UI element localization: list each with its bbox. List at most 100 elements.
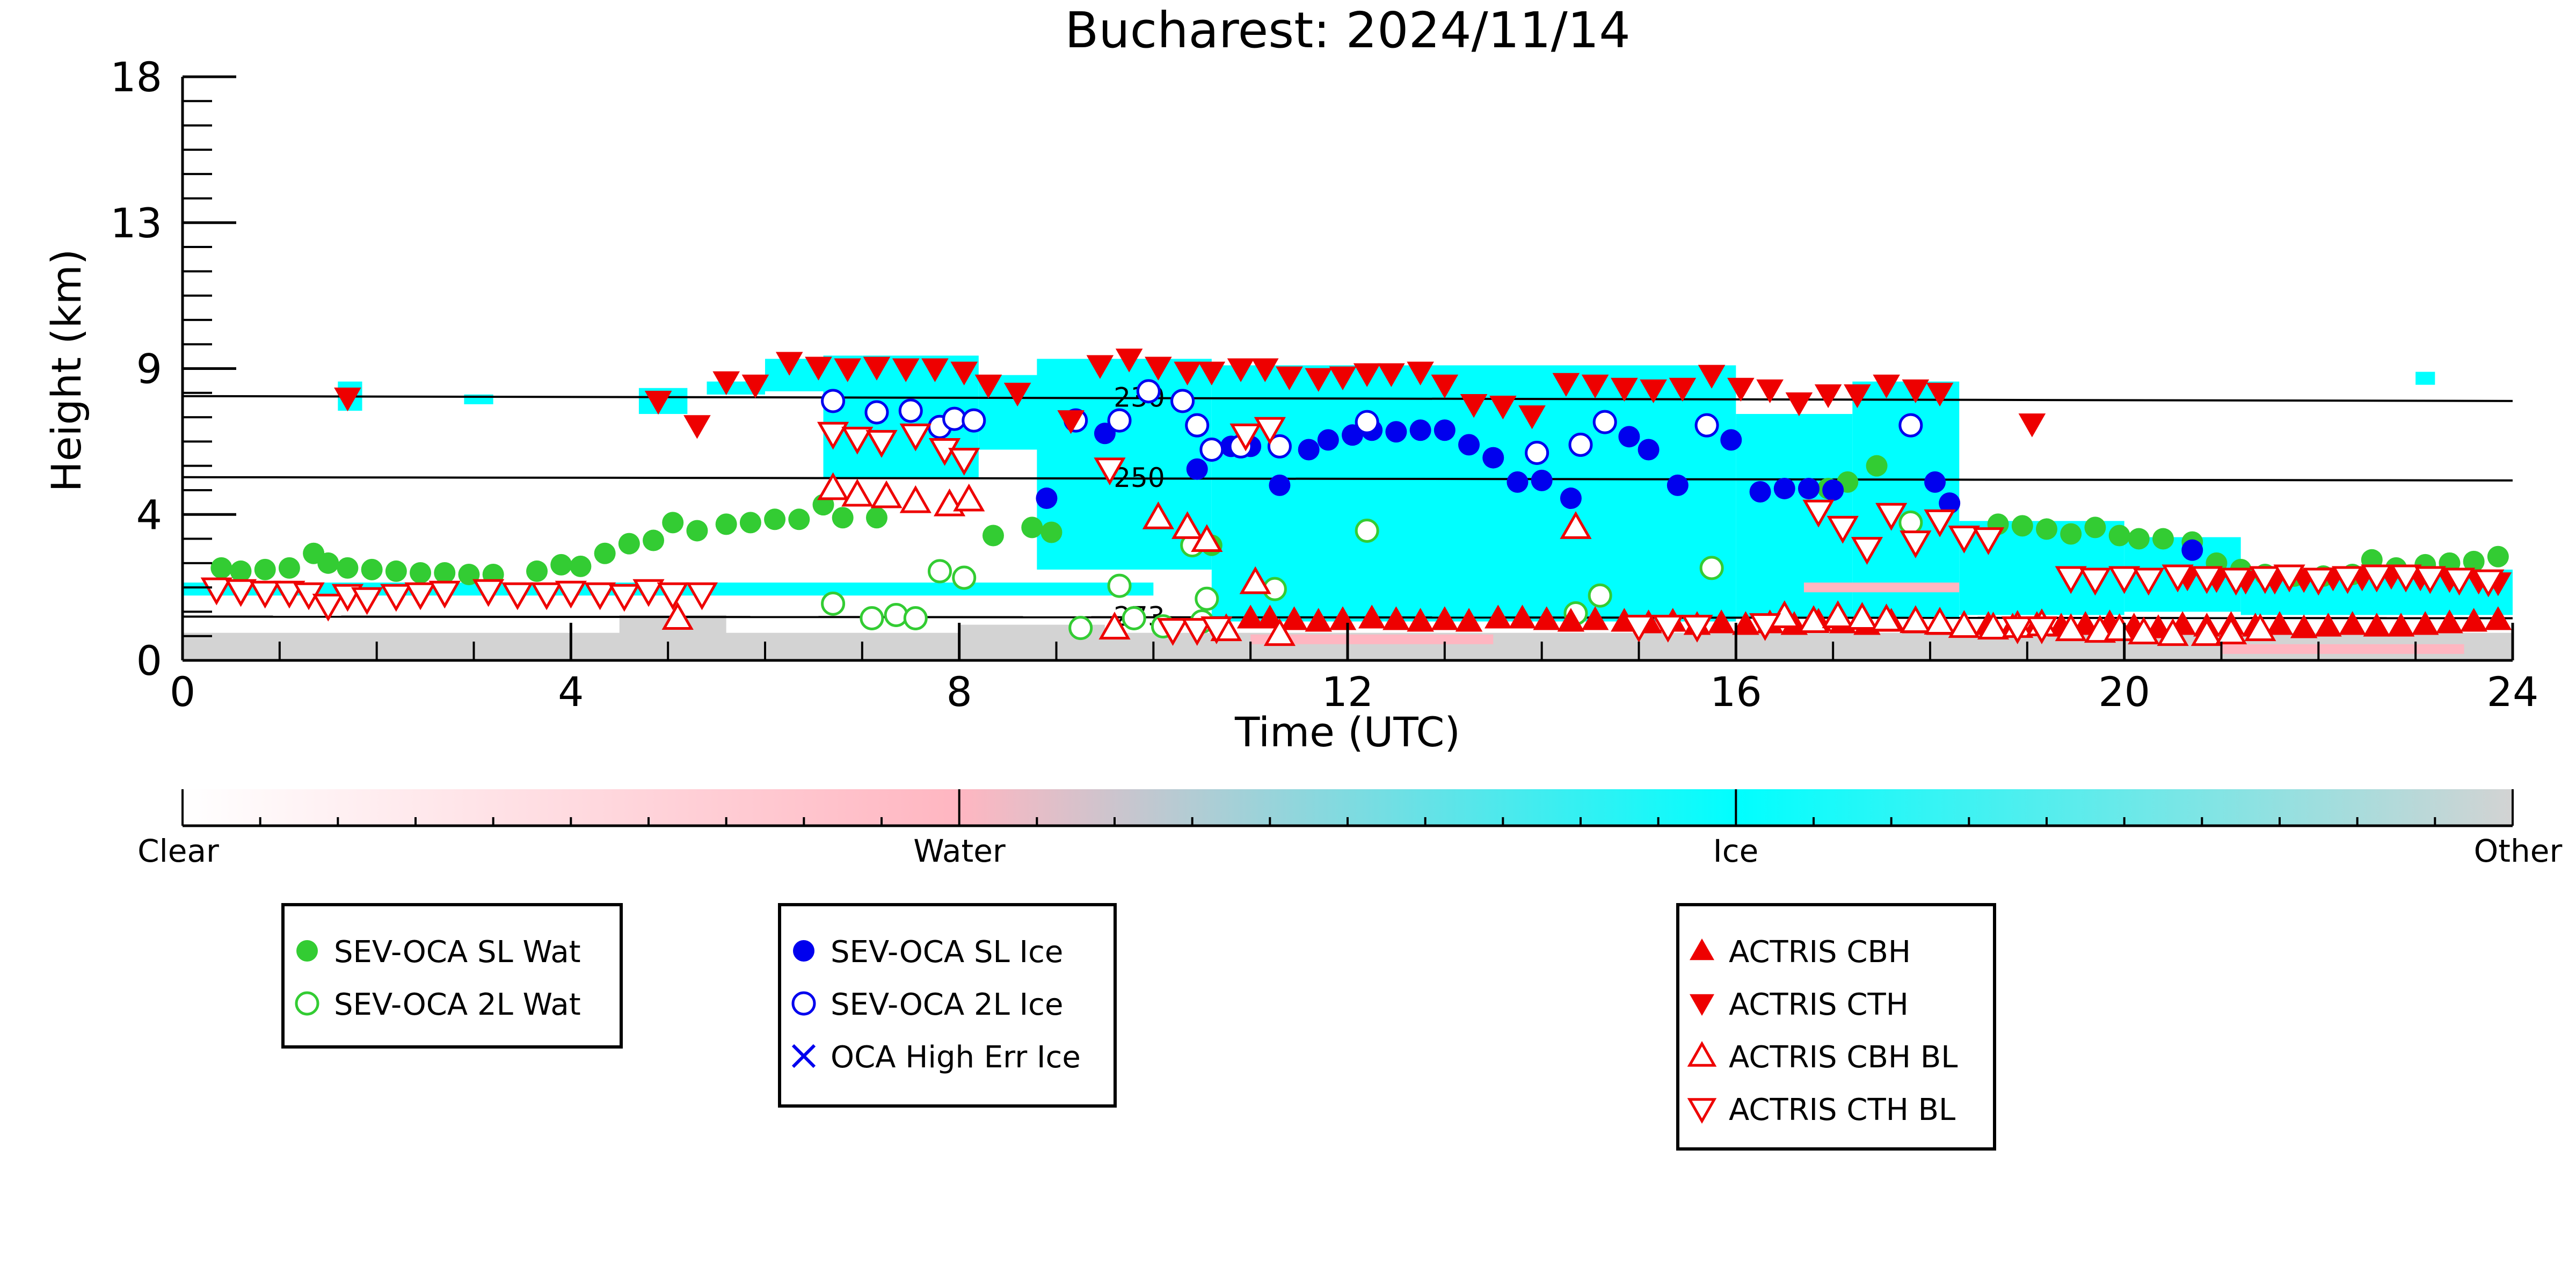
legend-frame — [778, 903, 1117, 1108]
data-point — [739, 512, 761, 534]
y-tick-label: 9 — [136, 345, 162, 393]
data-point — [1694, 413, 1719, 438]
data-point — [1115, 348, 1143, 373]
data-point — [1239, 566, 1271, 594]
y-tick-label: 0 — [136, 637, 162, 685]
x-tick-label: 0 — [170, 668, 195, 716]
data-point — [584, 582, 616, 610]
data-point — [860, 606, 884, 630]
data-point — [1851, 537, 1883, 565]
y-axis-label: Height (km) — [42, 249, 90, 492]
data-point — [1484, 605, 1512, 629]
data-point — [1431, 606, 1459, 630]
data-point — [1433, 419, 1456, 441]
data-point — [1871, 603, 1903, 631]
data-point — [1200, 616, 1233, 644]
data-point — [1667, 474, 1689, 496]
data-point — [903, 606, 928, 630]
data-point — [1756, 379, 1784, 404]
data-point — [530, 582, 563, 610]
data-point — [210, 557, 232, 579]
x-tick-label: 4 — [558, 668, 584, 716]
data-point — [1560, 511, 1592, 539]
data-point — [899, 423, 932, 452]
legend-frame — [1676, 903, 1996, 1151]
data-point — [950, 361, 978, 385]
data-point — [1276, 366, 1303, 390]
data-point — [2387, 613, 2415, 637]
data-point — [385, 560, 407, 582]
series-sev-oca-2l-ice — [821, 379, 1923, 465]
y-tick-label: 4 — [136, 491, 162, 539]
data-point — [361, 558, 383, 580]
data-point — [683, 415, 711, 439]
data-point — [1107, 408, 1132, 433]
data-point — [899, 485, 932, 513]
data-point — [632, 579, 665, 607]
data-point — [608, 584, 641, 612]
data-point — [1749, 481, 1771, 503]
data-point — [1489, 395, 1517, 420]
data-point — [1669, 377, 1697, 402]
data-point — [594, 542, 616, 564]
data-point — [1898, 510, 1923, 535]
data-point — [2331, 566, 2364, 594]
data-point — [1171, 511, 1204, 539]
colorbar-label: Ice — [1713, 833, 1759, 869]
data-point — [1229, 423, 1262, 452]
legend-label: SEV-OCA SL Wat — [334, 935, 581, 970]
data-point — [1518, 405, 1546, 430]
data-point — [1482, 447, 1504, 469]
data-point — [1873, 374, 1900, 398]
data-point — [1256, 605, 1284, 629]
data-point — [686, 520, 708, 542]
data-point — [1355, 518, 1379, 543]
data-point — [644, 390, 672, 415]
x-tick-label: 16 — [1710, 668, 1762, 716]
data-point — [278, 557, 300, 579]
data-point — [1749, 613, 1781, 641]
data-point — [410, 562, 432, 584]
data-point — [1798, 605, 1830, 634]
data-point — [1773, 477, 1795, 499]
data-point — [2414, 566, 2446, 594]
data-point — [1181, 618, 1213, 646]
data-point — [764, 508, 786, 530]
data-point — [1652, 615, 1684, 643]
data-point — [1378, 363, 1405, 387]
data-point — [2181, 539, 2203, 561]
series-sev-oca-sl-wat — [210, 455, 2509, 587]
data-point — [863, 356, 891, 381]
data-point — [821, 591, 846, 616]
legend-marker — [791, 991, 816, 1016]
data-point — [2487, 545, 2509, 567]
x-tick-label: 12 — [1322, 668, 1374, 716]
legend-label: ACTRIS CTH BL — [1729, 1093, 1955, 1127]
data-point — [1698, 365, 1726, 389]
colorbar-labels: Clear Water Ice Other — [137, 833, 2562, 869]
isotherm-label: 250 — [1114, 462, 1165, 493]
data-point — [1507, 471, 1529, 493]
data-point — [1068, 616, 1093, 641]
data-point — [1142, 501, 1174, 529]
data-point — [1455, 608, 1483, 632]
data-point — [224, 579, 257, 607]
data-point — [1236, 605, 1264, 629]
data-point — [2244, 613, 2276, 642]
data-point — [1568, 432, 1593, 457]
colorbar-label: Other — [2474, 833, 2563, 869]
data-point — [2266, 611, 2294, 635]
data-point — [1924, 471, 1946, 493]
legend-label: SEV-OCA SL Ice — [831, 935, 1063, 970]
data-point — [686, 582, 718, 610]
data-point — [1280, 606, 1308, 630]
data-point — [2411, 611, 2439, 635]
data-point — [334, 387, 361, 412]
data-point — [1552, 373, 1580, 397]
data-point — [1924, 509, 1956, 537]
data-point — [2273, 564, 2305, 593]
x-tick-label: 8 — [946, 668, 972, 716]
data-point — [1939, 492, 1961, 514]
data-point — [1191, 524, 1223, 552]
data-point — [2026, 616, 2058, 644]
